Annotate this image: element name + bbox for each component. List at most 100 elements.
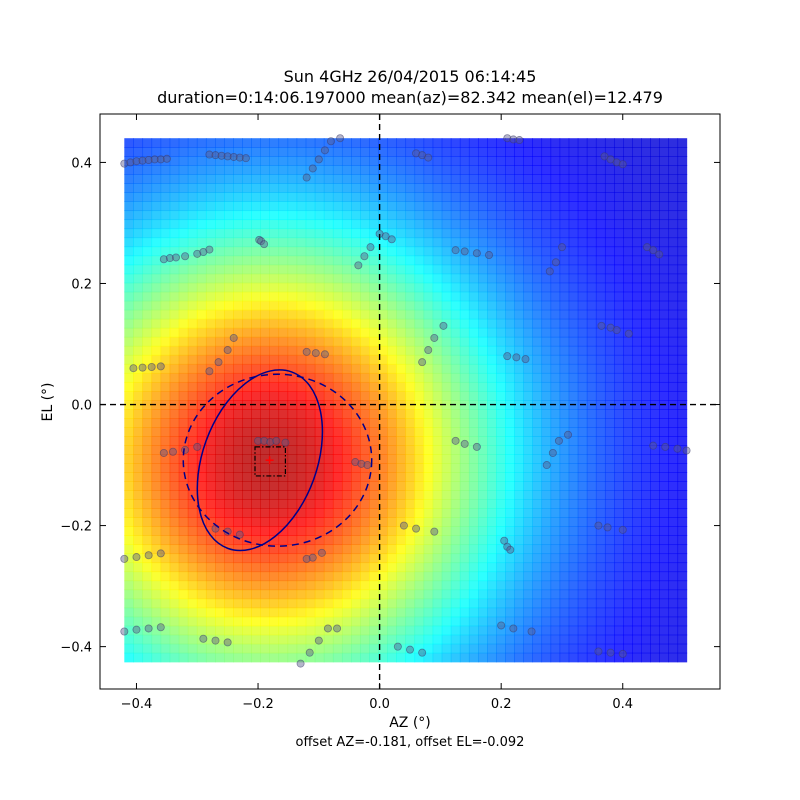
heatmap-cell <box>550 634 561 645</box>
heatmap-cell <box>514 508 524 518</box>
heatmap-cell <box>224 481 234 491</box>
heatmap-cell <box>405 526 416 536</box>
heatmap-cell <box>242 138 252 148</box>
heatmap-cell <box>260 562 271 573</box>
heatmap-cell <box>269 427 280 437</box>
heatmap-cell <box>215 147 225 157</box>
heatmap-cell <box>604 363 615 374</box>
heatmap-cell <box>224 264 234 275</box>
heatmap-cell <box>178 499 189 509</box>
heatmap-cell <box>242 282 252 293</box>
heatmap-cell <box>378 273 388 284</box>
heatmap-cell <box>441 354 452 365</box>
heatmap-cell <box>632 571 642 582</box>
heatmap-cell <box>523 652 533 663</box>
heatmap-cell <box>142 481 153 491</box>
heatmap-cell <box>323 399 334 410</box>
heatmap-cell <box>323 390 334 401</box>
heatmap-cell <box>160 580 171 591</box>
heatmap-cell <box>133 472 144 482</box>
heatmap-cell <box>396 291 407 302</box>
heatmap-cell <box>278 445 289 455</box>
heatmap-cell <box>124 282 134 293</box>
heatmap-cell <box>523 246 533 257</box>
heatmap-cell <box>668 300 679 311</box>
heatmap-cell <box>351 273 361 284</box>
heatmap-cell <box>387 526 397 536</box>
heatmap-cell <box>577 381 588 392</box>
heatmap-cell <box>432 300 443 311</box>
heatmap-cell <box>341 562 352 573</box>
heatmap-cell <box>215 580 225 591</box>
heatmap-cell <box>614 436 624 446</box>
heatmap-cell <box>224 174 234 184</box>
scan-point <box>320 146 329 155</box>
heatmap-cell <box>314 445 325 455</box>
heatmap-cell <box>242 508 252 518</box>
heatmap-cell <box>423 481 434 491</box>
heatmap-cell <box>124 228 134 239</box>
heatmap-cell <box>505 499 515 509</box>
heatmap-cell <box>151 526 162 536</box>
heatmap-cell <box>378 309 388 320</box>
heatmap-cell <box>305 535 316 546</box>
heatmap-cell <box>668 327 679 338</box>
heatmap-cell <box>550 390 561 401</box>
heatmap-cell <box>523 138 533 148</box>
heatmap-cell <box>595 472 606 482</box>
heatmap-cell <box>604 174 615 184</box>
heatmap-cell <box>323 526 334 536</box>
heatmap-cell <box>623 562 633 573</box>
heatmap-cell <box>532 553 543 564</box>
heatmap-cell <box>124 490 134 500</box>
heatmap-cell <box>124 390 134 401</box>
heatmap-cell <box>178 210 189 221</box>
heatmap-cell <box>351 228 361 239</box>
heatmap-cell <box>532 291 543 302</box>
heatmap-cell <box>459 183 470 193</box>
heatmap-cell <box>196 580 207 591</box>
heatmap-cell <box>187 156 198 166</box>
heatmap-cell <box>314 562 325 573</box>
heatmap-cell <box>278 472 289 482</box>
heatmap-cell <box>550 418 561 428</box>
heatmap-cell <box>459 571 470 582</box>
heatmap-cell <box>205 246 216 257</box>
heatmap-cell <box>414 445 425 455</box>
heatmap-cell <box>559 156 570 166</box>
heatmap-cell <box>351 643 361 654</box>
heatmap-cell <box>496 219 506 230</box>
heatmap-cell <box>160 463 171 473</box>
heatmap-cell <box>387 165 397 175</box>
heatmap-cell <box>251 138 261 148</box>
heatmap-cell <box>405 508 416 518</box>
heatmap-cell <box>215 336 225 347</box>
heatmap-cell <box>595 571 606 582</box>
scan-point <box>223 346 232 355</box>
heatmap-cell <box>668 607 679 618</box>
heatmap-cell <box>251 535 261 546</box>
heatmap-cell <box>151 372 162 383</box>
heatmap-cell <box>577 634 588 645</box>
heatmap-cell <box>668 246 679 257</box>
heatmap-cell <box>668 147 679 157</box>
heatmap-cell <box>514 318 524 329</box>
heatmap-cell <box>278 544 289 555</box>
heatmap-cell <box>632 345 642 356</box>
heatmap-cell <box>369 580 379 591</box>
heatmap-cell <box>614 463 624 473</box>
heatmap-cell <box>269 300 280 311</box>
heatmap-cell <box>187 535 198 546</box>
heatmap-cell <box>341 643 352 654</box>
heatmap-cell <box>323 598 334 609</box>
heatmap-cell <box>668 526 679 536</box>
heatmap-cell <box>668 174 679 184</box>
heatmap-cell <box>196 309 207 320</box>
heatmap-cell <box>178 255 189 266</box>
heatmap-cell <box>623 634 633 645</box>
heatmap-cell <box>559 643 570 654</box>
heatmap-cell <box>296 544 307 555</box>
heatmap-cell <box>387 472 397 482</box>
heatmap-cell <box>559 580 570 591</box>
heatmap-cell <box>541 499 552 509</box>
